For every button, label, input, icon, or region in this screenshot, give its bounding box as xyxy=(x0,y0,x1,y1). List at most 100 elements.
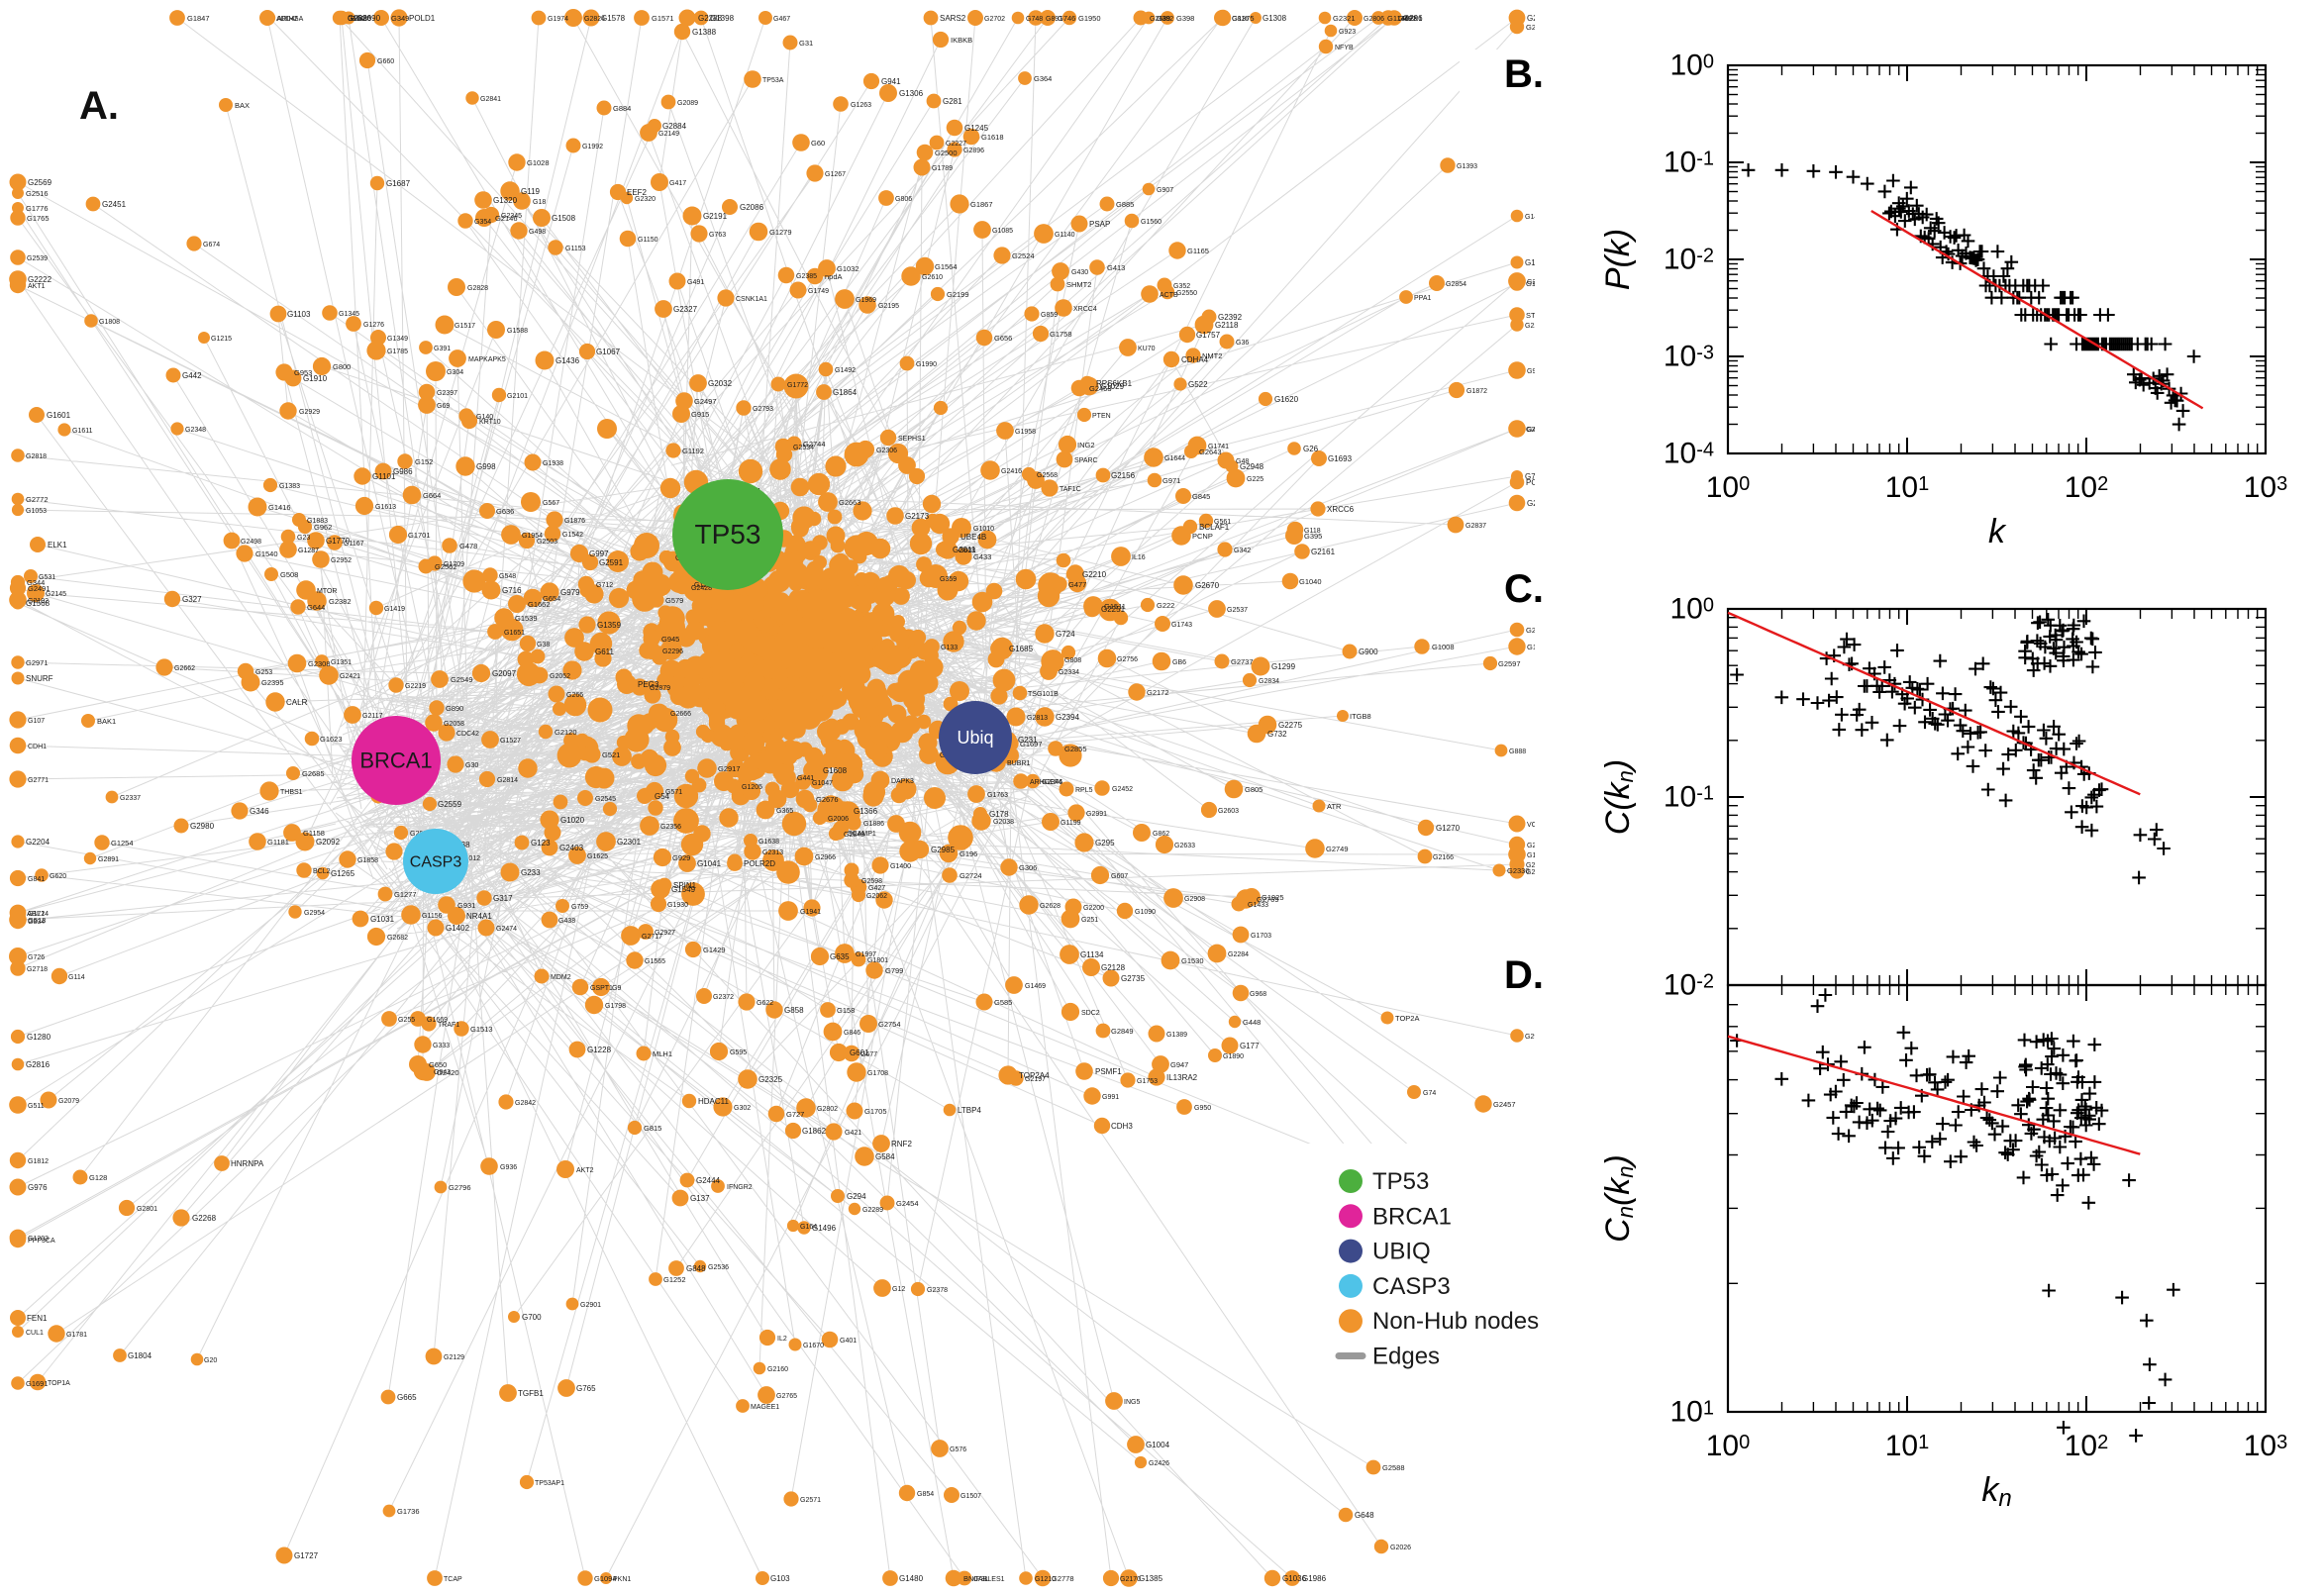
svg-text:G2676: G2676 xyxy=(816,795,839,804)
svg-text:G2421: G2421 xyxy=(340,673,360,680)
svg-text:G998: G998 xyxy=(476,462,496,471)
svg-text:G346: G346 xyxy=(250,807,269,816)
svg-text:G1349: G1349 xyxy=(387,336,408,343)
svg-text:G1040: G1040 xyxy=(1299,577,1322,586)
svg-text:BAX: BAX xyxy=(235,101,250,110)
svg-text:G23: G23 xyxy=(297,535,310,542)
svg-text:G349: G349 xyxy=(391,14,409,23)
svg-text:G2301: G2301 xyxy=(617,838,642,847)
svg-text:IL16: IL16 xyxy=(1132,554,1146,561)
svg-text:G2771: G2771 xyxy=(28,777,49,784)
svg-text:G2474: G2474 xyxy=(496,926,517,933)
svg-text:G1578: G1578 xyxy=(601,14,626,23)
svg-text:G222: G222 xyxy=(1157,601,1174,610)
svg-text:IKBKB: IKBKB xyxy=(951,36,972,45)
svg-text:HNRNPA: HNRNPA xyxy=(231,1159,264,1168)
svg-text:G1140: G1140 xyxy=(1055,232,1075,239)
svg-text:G2160: G2160 xyxy=(767,1366,788,1373)
svg-text:G225: G225 xyxy=(1247,476,1263,483)
svg-text:G2966: G2966 xyxy=(815,854,836,861)
svg-text:G2191: G2191 xyxy=(703,212,728,221)
svg-text:G417: G417 xyxy=(669,180,686,187)
svg-text:G2682: G2682 xyxy=(387,935,408,942)
svg-text:Edges: Edges xyxy=(1372,1344,1440,1370)
svg-text:G2491: G2491 xyxy=(28,584,50,593)
svg-text:G2841: G2841 xyxy=(480,96,501,103)
svg-text:10-1: 10-1 xyxy=(1664,781,1714,814)
svg-text:G2549: G2549 xyxy=(451,675,473,684)
svg-text:CALR: CALR xyxy=(286,698,308,707)
svg-text:G1100: G1100 xyxy=(1527,852,1535,859)
svg-text:G2452: G2452 xyxy=(1112,786,1133,793)
svg-text:G858: G858 xyxy=(784,1006,804,1015)
svg-text:TAF1C: TAF1C xyxy=(1060,486,1081,493)
svg-text:MLH1: MLH1 xyxy=(653,1049,672,1058)
svg-text:G1004: G1004 xyxy=(1146,1441,1170,1449)
svg-text:G854: G854 xyxy=(917,1491,934,1498)
svg-text:G941: G941 xyxy=(881,77,901,86)
svg-text:G1613: G1613 xyxy=(375,504,396,511)
svg-text:G253: G253 xyxy=(255,669,272,676)
svg-text:G746: G746 xyxy=(1058,14,1075,23)
svg-text:G2118: G2118 xyxy=(1215,321,1239,330)
svg-text:G726: G726 xyxy=(28,954,45,961)
svg-text:G2879: G2879 xyxy=(650,685,670,692)
svg-text:G2296: G2296 xyxy=(662,648,683,655)
svg-text:G365: G365 xyxy=(776,808,793,815)
svg-text:G123: G123 xyxy=(531,839,551,848)
svg-text:G2663: G2663 xyxy=(839,498,861,507)
svg-text:G2197: G2197 xyxy=(1025,1076,1046,1083)
svg-text:G2545: G2545 xyxy=(595,796,616,803)
svg-text:G2166: G2166 xyxy=(1433,854,1454,861)
svg-text:G382: G382 xyxy=(1157,16,1173,23)
svg-text:ATR: ATR xyxy=(1327,802,1342,811)
svg-text:CASP3: CASP3 xyxy=(410,853,462,870)
svg-text:G2288: G2288 xyxy=(698,14,723,23)
svg-text:G342: G342 xyxy=(1234,548,1251,554)
svg-text:G1772: G1772 xyxy=(787,382,808,389)
svg-text:G354: G354 xyxy=(474,219,491,226)
svg-text:G1785: G1785 xyxy=(387,349,408,355)
svg-text:G900: G900 xyxy=(1359,648,1378,656)
svg-text:G890: G890 xyxy=(446,704,463,713)
svg-text:G2345: G2345 xyxy=(501,213,522,220)
svg-text:G2952: G2952 xyxy=(331,557,352,564)
svg-text:G352: G352 xyxy=(1173,283,1190,290)
svg-text:G1513: G1513 xyxy=(470,1025,493,1034)
svg-text:G1287: G1287 xyxy=(298,548,319,554)
svg-text:G2308: G2308 xyxy=(308,659,331,668)
svg-text:G433: G433 xyxy=(973,552,991,561)
svg-text:GB6: GB6 xyxy=(1172,659,1186,666)
svg-text:G2610: G2610 xyxy=(922,274,943,281)
svg-text:G1527: G1527 xyxy=(500,738,521,745)
svg-text:G38: G38 xyxy=(537,642,550,648)
svg-text:G1383: G1383 xyxy=(279,483,300,490)
svg-text:G2666: G2666 xyxy=(670,711,691,718)
svg-text:ABL1: ABL1 xyxy=(27,909,45,918)
svg-text:G1101: G1101 xyxy=(372,472,396,481)
svg-text:G2444: G2444 xyxy=(696,1176,721,1185)
svg-text:101: 101 xyxy=(1670,1396,1715,1429)
svg-text:XRCC4: XRCC4 xyxy=(1073,306,1097,313)
svg-text:G1366: G1366 xyxy=(854,807,878,816)
svg-text:G2268: G2268 xyxy=(192,1214,217,1223)
svg-text:TOP2A: TOP2A xyxy=(1395,1014,1419,1023)
svg-text:G805: G805 xyxy=(1245,785,1262,794)
svg-text:G1308: G1308 xyxy=(1262,14,1287,23)
svg-text:G36: G36 xyxy=(1236,340,1249,347)
svg-text:G1685: G1685 xyxy=(1009,645,1034,653)
svg-text:G2267: G2267 xyxy=(1526,23,1535,32)
svg-text:G177: G177 xyxy=(1240,1042,1260,1050)
svg-text:G2765: G2765 xyxy=(776,1393,797,1400)
svg-text:G1203: G1203 xyxy=(28,1236,49,1243)
svg-text:G401: G401 xyxy=(840,1338,857,1345)
svg-text:G2284: G2284 xyxy=(1228,951,1249,958)
svg-text:G1571: G1571 xyxy=(652,14,674,23)
svg-text:G1215: G1215 xyxy=(211,336,232,343)
svg-text:TP53: TP53 xyxy=(1372,1168,1429,1195)
svg-text:G421: G421 xyxy=(845,1130,861,1137)
svg-text:G1564: G1564 xyxy=(935,262,958,271)
svg-text:G1299: G1299 xyxy=(1271,662,1296,671)
svg-text:G304: G304 xyxy=(447,369,463,376)
svg-text:Ubiq: Ubiq xyxy=(957,728,993,748)
